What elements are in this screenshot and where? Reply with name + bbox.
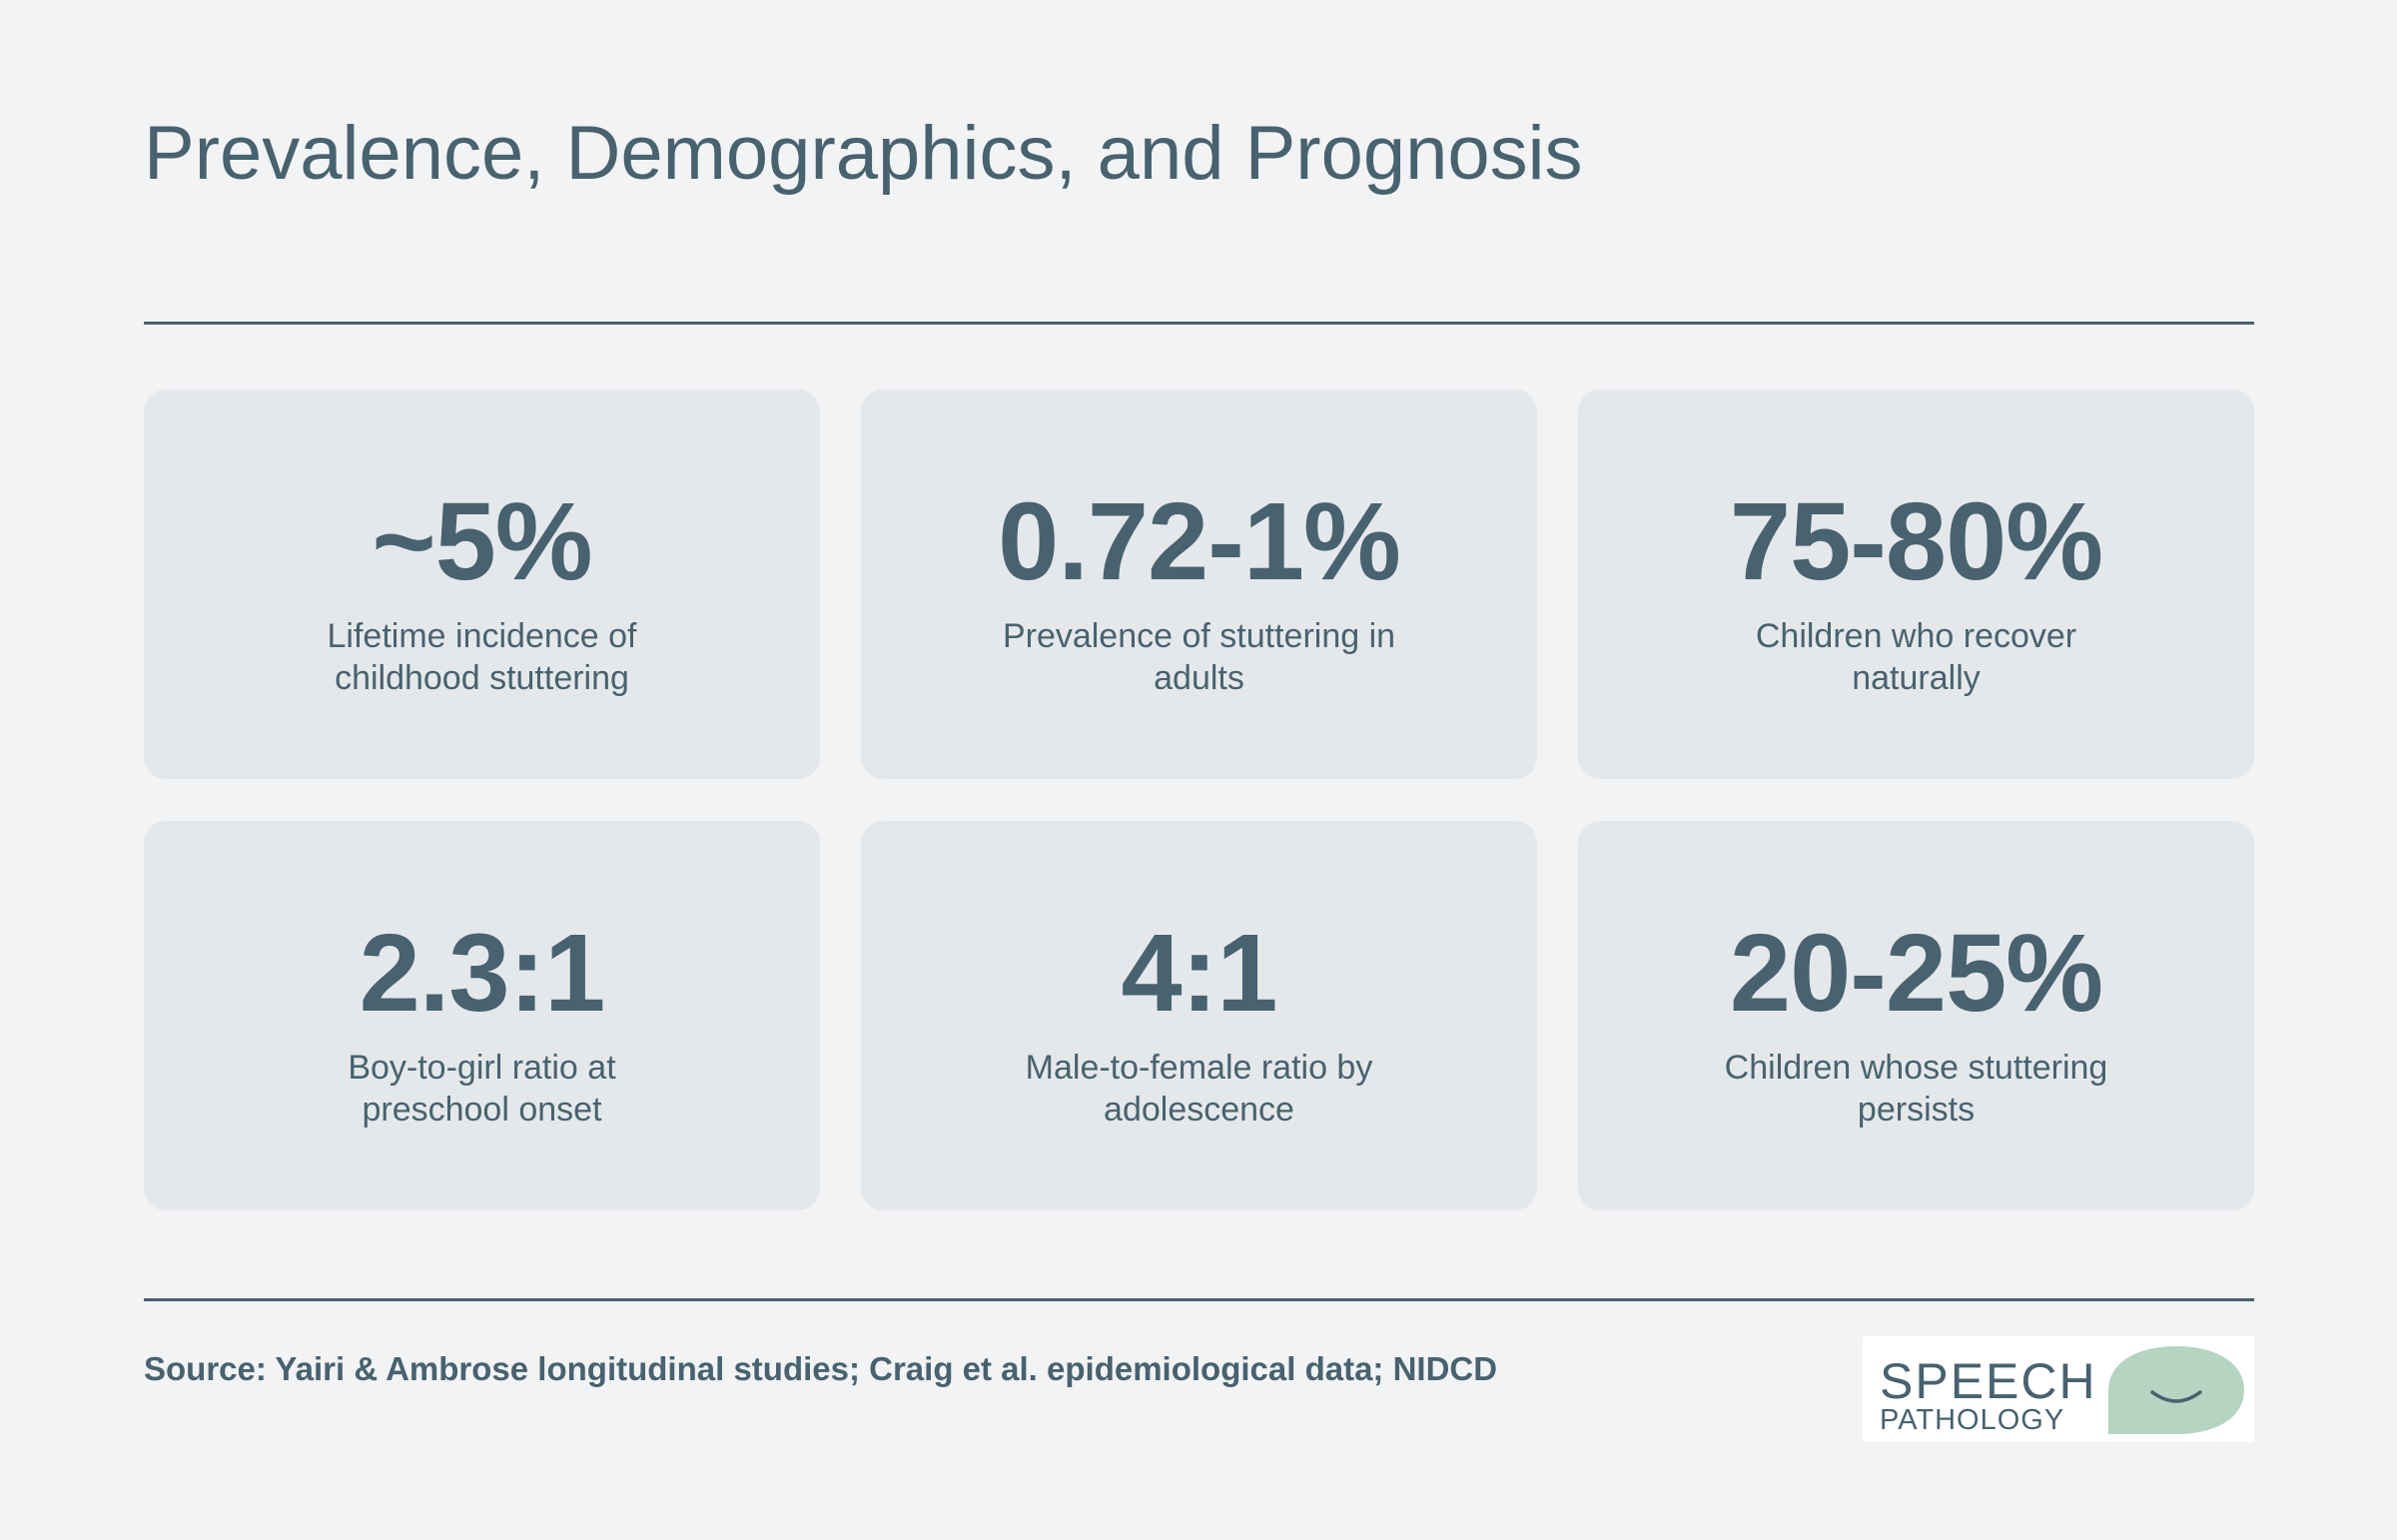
page-title: Prevalence, Demographics, and Prognosis	[144, 111, 1583, 196]
stat-card-natural-recovery: 75-80% Children who recover naturally	[1578, 389, 2254, 779]
bottom-divider	[144, 1298, 2254, 1301]
stat-value: 20-25%	[1729, 912, 2103, 1035]
stat-card-persistence: 20-25% Children whose stuttering persist…	[1578, 821, 2254, 1210]
stat-card-adolescent-ratio: 4:1 Male-to-female ratio by adolescence	[861, 821, 1537, 1210]
stats-grid: ~5% Lifetime incidence of childhood stut…	[144, 389, 2254, 1210]
stat-card-childhood-incidence: ~5% Lifetime incidence of childhood stut…	[144, 389, 820, 779]
stat-value: 2.3:1	[359, 912, 606, 1035]
stat-value: 75-80%	[1729, 480, 2103, 603]
logo-word-pathology: PATHOLOGY	[1880, 1404, 2065, 1436]
logo-word-speech: SPEECH	[1880, 1353, 2097, 1409]
source-citation: Source: Yairi & Ambrose longitudinal stu…	[144, 1350, 1498, 1387]
stat-label: Lifetime incidence of childhood stutteri…	[327, 617, 637, 697]
stat-label: Male-to-female ratio by adolescence	[1025, 1049, 1373, 1129]
stat-label: Boy-to-girl ratio at preschool onset	[348, 1049, 616, 1129]
stat-value: 0.72-1%	[998, 480, 1401, 603]
stat-value: 4:1	[1121, 912, 1278, 1035]
stat-label: Children whose stuttering persists	[1724, 1049, 2108, 1129]
speech-pathology-logo: SPEECH PATHOLOGY	[1863, 1336, 2254, 1442]
stat-label: Children who recover naturally	[1755, 617, 2077, 697]
top-divider	[144, 322, 2254, 325]
smile-speech-bubble-icon	[2108, 1346, 2244, 1434]
stat-card-adult-prevalence: 0.72-1% Prevalence of stuttering in adul…	[861, 389, 1537, 779]
stat-value: ~5%	[372, 480, 592, 603]
stat-card-preschool-ratio: 2.3:1 Boy-to-girl ratio at preschool ons…	[144, 821, 820, 1210]
stat-label: Prevalence of stuttering in adults	[1002, 617, 1396, 697]
